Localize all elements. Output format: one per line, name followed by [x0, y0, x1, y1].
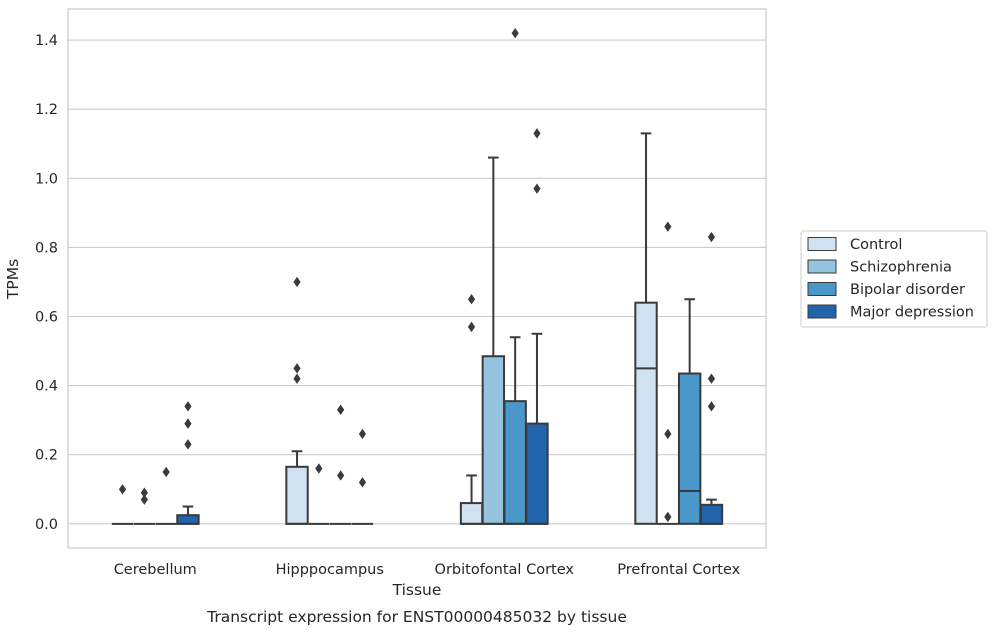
legend-swatch: [807, 304, 837, 319]
box-body: [699, 503, 724, 525]
box-body: [525, 422, 549, 525]
box-body: [459, 502, 484, 525]
box-bipolar-disorder: [155, 466, 177, 525]
box-major-depression: [699, 231, 724, 525]
outlier-point: [511, 27, 519, 39]
outlier-point: [337, 404, 345, 415]
box-major-depression: [525, 128, 549, 525]
box-control: [634, 132, 658, 525]
box-major-depression: [176, 401, 200, 525]
outlier-point: [184, 418, 192, 429]
outlier-point: [337, 470, 345, 481]
y-tick-label: 1.4: [35, 33, 58, 49]
x-tick-label: Hipppocampus: [276, 562, 384, 578]
x-tick-label: Cerebellum: [114, 562, 197, 578]
y-tick-labels: 0.0 0.2 0.4 0.6 0.8 1.0 1.2 1.4: [35, 33, 58, 533]
box-control: [459, 294, 484, 525]
box-body: [481, 355, 506, 525]
boxes: [111, 27, 724, 525]
outlier-point: [118, 484, 127, 495]
outlier-point: [184, 401, 192, 412]
box-bipolar-disorder: [677, 298, 702, 525]
box-schizophrenia: [133, 487, 156, 525]
y-tick-label: 0.0: [35, 517, 58, 533]
outlier-point: [664, 511, 672, 523]
legend-frame: [800, 230, 988, 328]
outlier-point: [664, 428, 672, 440]
y-tick-label: 0.4: [35, 379, 58, 395]
outlier-point: [140, 487, 148, 498]
legend-label: Schizophrenia: [850, 260, 952, 276]
outlier-point: [293, 276, 301, 288]
x-axis-title: Tissue: [392, 581, 442, 599]
chart-caption: Transcript expression for ENST0000048503…: [206, 608, 627, 626]
outlier-point: [358, 477, 367, 488]
box-bipolar-disorder: [503, 27, 527, 525]
box-control: [111, 484, 134, 525]
legend-swatch: [807, 259, 837, 274]
y-tick-label: 0.8: [35, 240, 58, 256]
y-tick-label: 1.2: [35, 102, 58, 118]
outlier-point: [140, 494, 148, 505]
y-tick-label: 1.0: [35, 171, 58, 187]
box-body: [176, 514, 200, 525]
outlier-point: [293, 373, 301, 384]
legend-label: Bipolar disorder: [850, 282, 965, 298]
outlier-point: [315, 463, 323, 474]
plot-area-frame: [67, 8, 767, 549]
box-major-depression: [351, 428, 374, 525]
legend-swatch: [807, 282, 837, 296]
outlier-point: [358, 428, 367, 440]
x-tick-label: Orbitofontal Cortex: [435, 562, 575, 578]
outlier-point: [707, 373, 716, 384]
gridlines: [68, 39, 766, 525]
y-tick-label: 0.2: [35, 448, 58, 464]
outlier-point: [293, 363, 301, 374]
box-control: [285, 276, 309, 525]
outlier-point: [184, 439, 192, 450]
legend-label: Major depression: [850, 305, 974, 321]
y-tick-label: 0.6: [35, 310, 58, 326]
outlier-point: [707, 231, 716, 243]
box-schizophrenia: [481, 156, 506, 525]
legend: Control Schizophrenia Bipolar disorder Majo…: [800, 230, 988, 328]
outlier-point: [467, 321, 476, 333]
box-body: [634, 301, 658, 525]
outlier-point: [533, 128, 541, 139]
outlier-point: [467, 294, 476, 305]
box-schizophrenia: [657, 221, 679, 525]
legend-swatch: [807, 237, 837, 251]
legend-label: Control: [850, 237, 902, 253]
box-body: [677, 372, 702, 525]
box-body: [503, 400, 527, 525]
box-schizophrenia: [308, 463, 330, 525]
outlier-point: [707, 401, 716, 412]
box-bipolar-disorder: [329, 404, 352, 525]
box-body: [285, 465, 309, 525]
x-tick-label: Prefrontal Cortex: [617, 562, 740, 578]
x-tick-labels: Cerebellum Hipppocampus Orbitofontal Corte…: [114, 562, 741, 578]
y-axis-title: TPMs: [4, 259, 22, 300]
outlier-point: [664, 221, 672, 232]
outlier-point: [162, 466, 170, 478]
outlier-point: [533, 183, 541, 194]
